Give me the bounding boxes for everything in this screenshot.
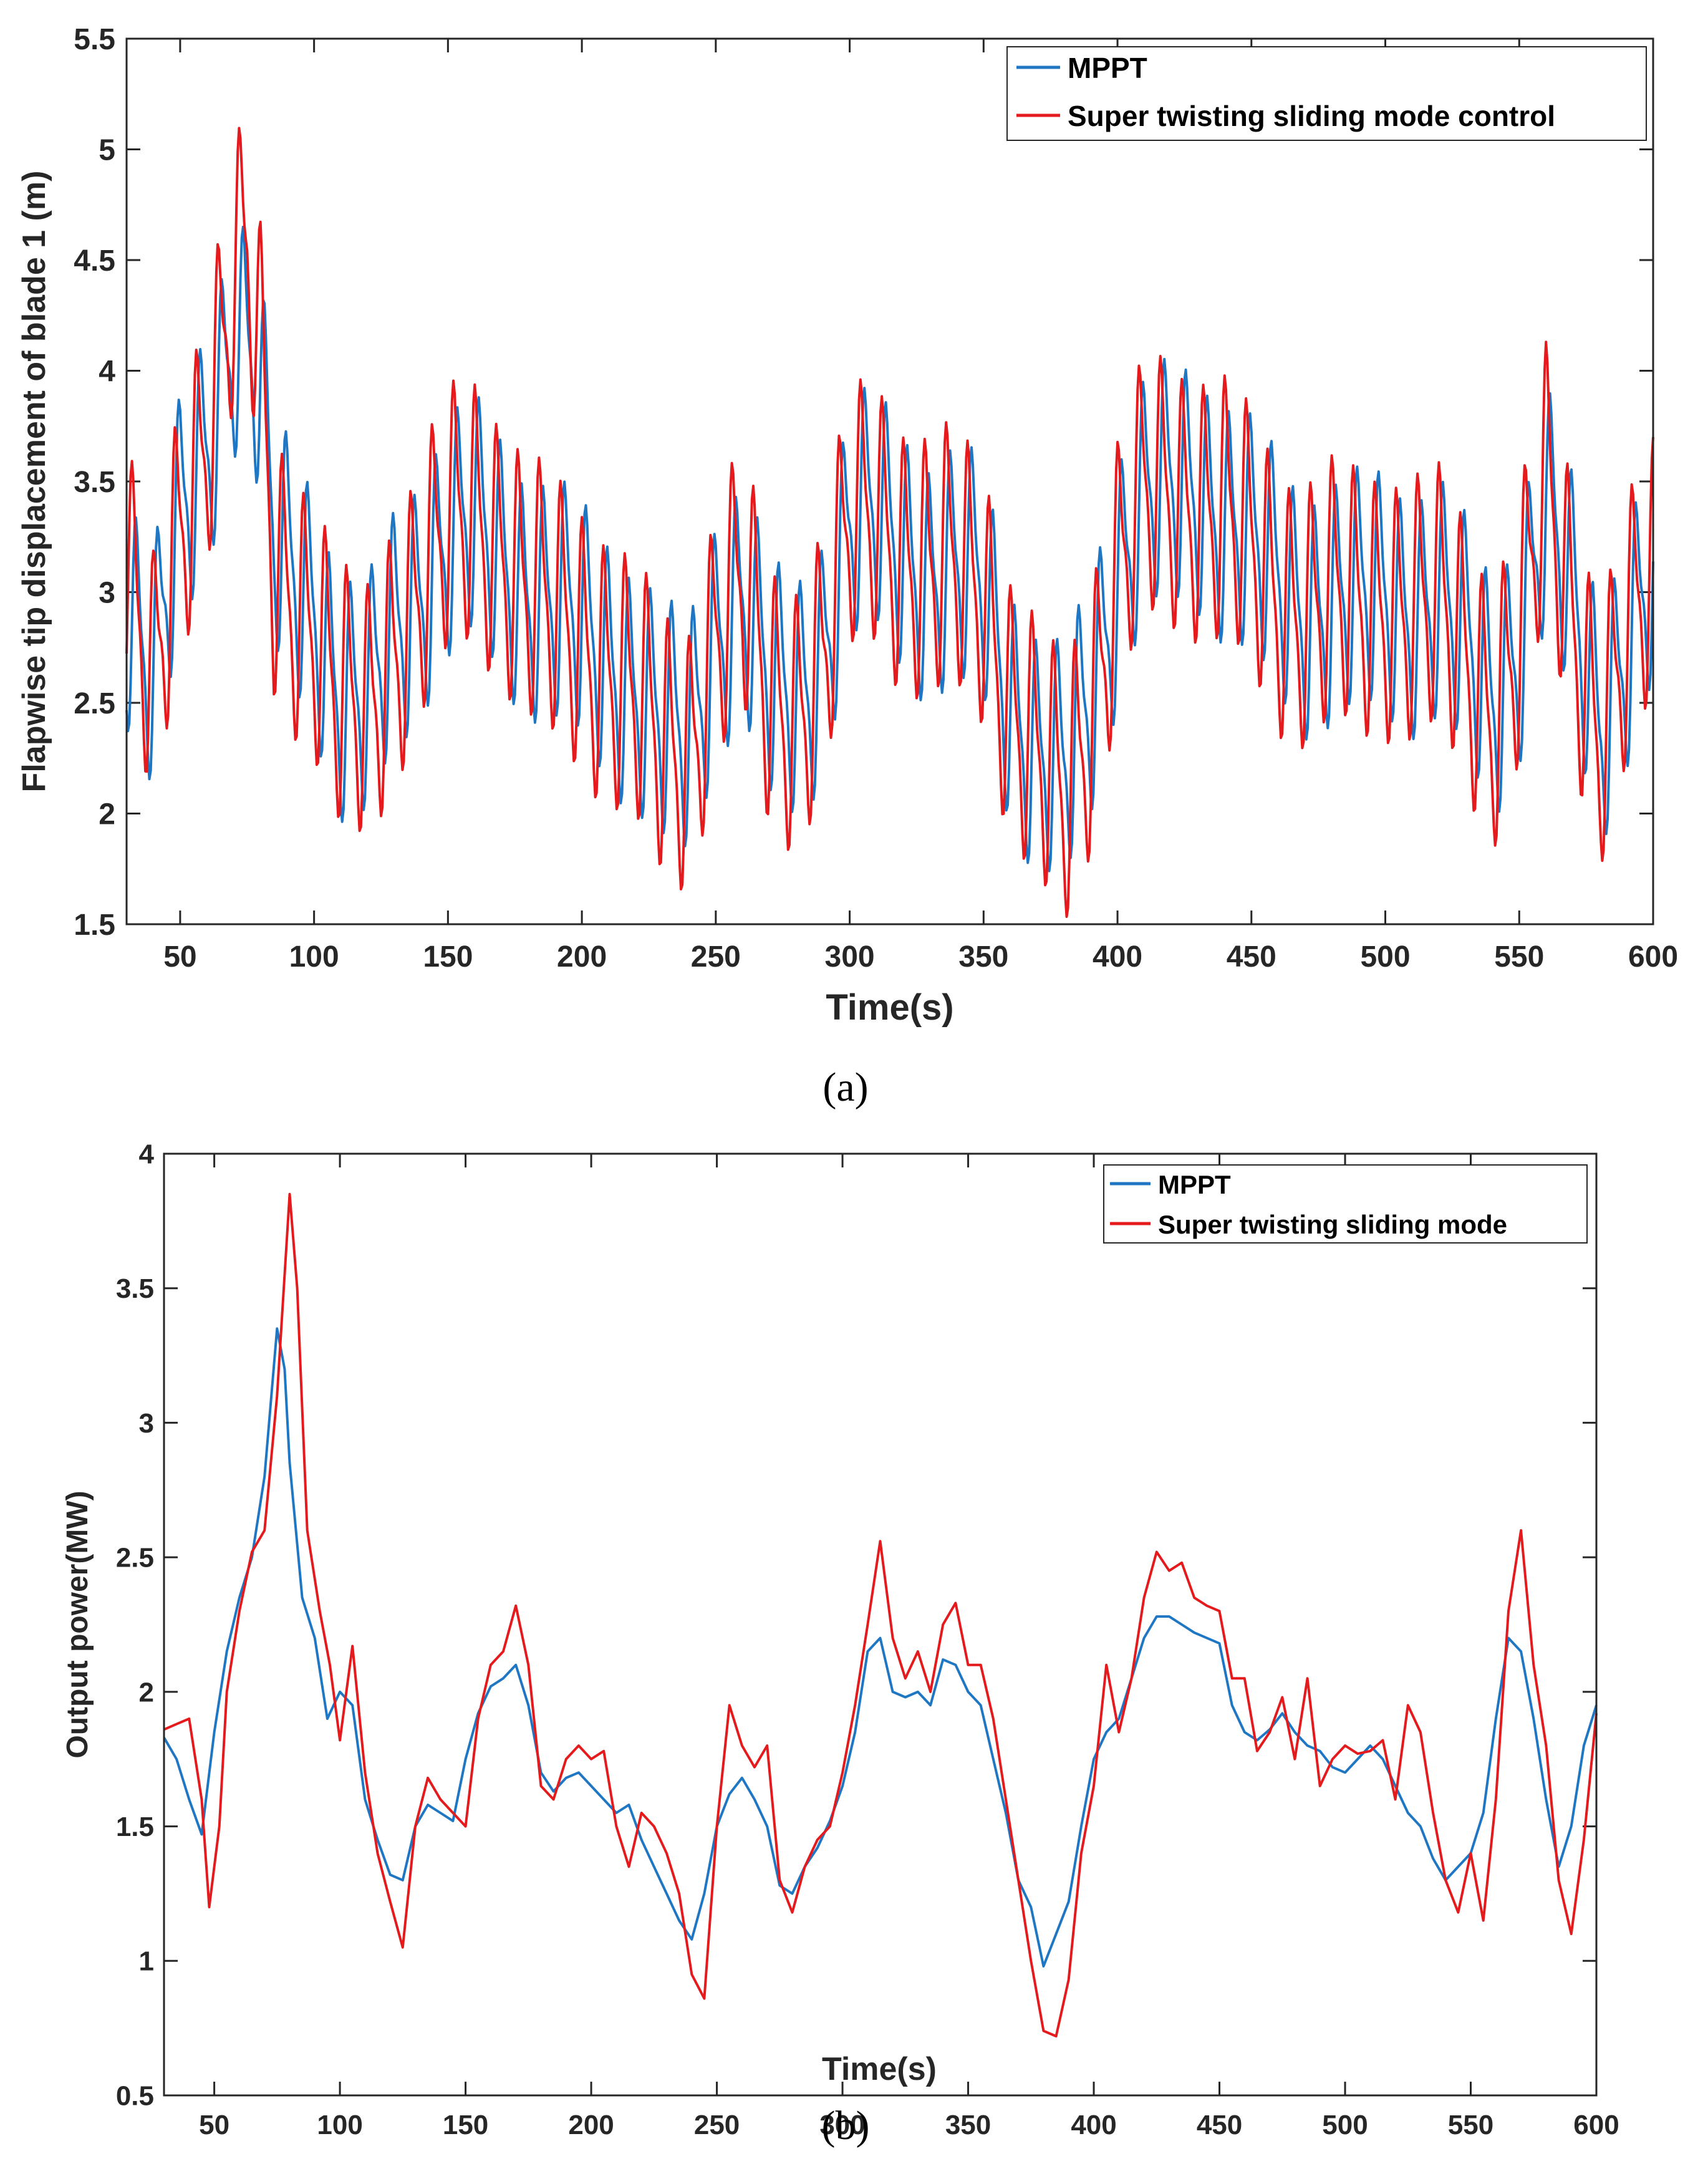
chart-a-x-tick-label: 250 <box>691 940 741 973</box>
chart-a-x-tick-label: 150 <box>423 940 473 973</box>
chart-a-x-tick-label: 600 <box>1628 940 1678 973</box>
chart-b-x-tick-label: 100 <box>317 2110 362 2140</box>
chart-a-flapwise-displacement: 50 100 150 200 250 300 350 400 450 500 550 600 1.5 2 2… <box>16 23 1678 1110</box>
chart-b-legend-label-mppt: MPPT <box>1158 1170 1231 1199</box>
chart-b-y-tick-label: 1.5 <box>116 1812 154 1842</box>
chart-b-x-tick-label: 600 <box>1573 2110 1619 2140</box>
chart-b-legend-label-stsmc: Super twisting sliding mode <box>1158 1210 1507 1239</box>
chart-a-legend: MPPT Super twisting sliding mode control <box>1006 46 1647 141</box>
chart-b-y-tick-label: 3.5 <box>116 1273 154 1304</box>
chart-a-legend-label-mppt: MPPT <box>1068 52 1147 84</box>
chart-a-y-tick-label: 3.5 <box>74 466 115 499</box>
chart-b-x-tick-label: 50 <box>199 2110 229 2140</box>
chart-a-y-tick-label: 4 <box>99 355 115 388</box>
chart-b-x-tick-label: 350 <box>945 2110 991 2140</box>
chart-b-plot-frame <box>163 1152 1598 2097</box>
chart-b-x-tick-label: 150 <box>443 2110 488 2140</box>
chart-b-x-tick-label: 200 <box>568 2110 614 2140</box>
chart-a-series-stsmc-line <box>125 127 1654 918</box>
chart-a-legend-box <box>1006 46 1647 141</box>
chart-b-x-tick-label: 450 <box>1197 2110 1242 2140</box>
chart-a-y-tick-label: 2.5 <box>74 687 115 720</box>
chart-a-y-axis-label: Flapwise tip displacement of blade 1 (m) <box>16 171 52 793</box>
chart-a-x-tick-label: 350 <box>958 940 1008 973</box>
chart-a-tick-labels: 50 100 150 200 250 300 350 400 450 500 550 600 1.5 2 2… <box>74 23 1678 973</box>
chart-a-x-tick-label: 500 <box>1360 940 1410 973</box>
chart-a-x-tick-label: 450 <box>1227 940 1276 973</box>
chart-a-x-tick-label: 300 <box>825 940 875 973</box>
chart-a-y-tick-label: 1.5 <box>74 909 115 942</box>
chart-b-y-tick-label: 4 <box>139 1139 155 1169</box>
chart-a-y-tick-label: 2 <box>99 798 115 831</box>
chart-b-x-tick-label: 300 <box>819 2110 865 2140</box>
chart-a-x-tick-label: 400 <box>1093 940 1142 973</box>
chart-b-tick-labels: 50 100 150 200 250 300 350 400 450 500 550 600 0.5 1 1… <box>116 1139 1619 2140</box>
chart-a-x-tick-label: 550 <box>1494 940 1544 973</box>
chart-b-legend: MPPT Super twisting sliding mode <box>1103 1164 1588 1244</box>
chart-a-x-tick-label: 200 <box>557 940 607 973</box>
chart-b-y-axis-label: Output power(MW) <box>61 1490 94 1758</box>
chart-b-y-tick-label: 2.5 <box>116 1543 154 1573</box>
chart-a-legend-label-stsmc: Super twisting sliding mode control <box>1068 100 1555 132</box>
chart-b-y-tick-label: 0.5 <box>116 2080 154 2111</box>
chart-a-series <box>125 127 1654 918</box>
chart-b-series-mppt-line <box>163 1327 1598 1968</box>
chart-a-x-tick-label: 100 <box>289 940 339 973</box>
chart-b-x-tick-label: 250 <box>694 2110 740 2140</box>
chart-b-x-tick-label: 400 <box>1071 2110 1116 2140</box>
chart-b-caption: (b) <box>822 2103 870 2148</box>
chart-b-series-stsmc-line <box>163 1192 1598 2038</box>
chart-a-y-tick-label: 3 <box>99 576 115 609</box>
chart-b-legend-box <box>1103 1164 1588 1244</box>
chart-a-x-tick-label: 50 <box>163 940 196 973</box>
chart-b-output-power: 50 100 150 200 250 300 350 400 450 500 550 600 0.5 1 1… <box>61 1139 1619 2148</box>
chart-a-caption: (a) <box>823 1065 868 1110</box>
chart-a-y-tick-label: 4.5 <box>74 244 115 278</box>
chart-a-y-tick-label: 5.5 <box>74 23 115 56</box>
chart-a-plot-frame <box>125 37 1654 925</box>
chart-a-y-tick-label: 5 <box>99 133 115 167</box>
chart-b-x-tick-label: 550 <box>1448 2110 1493 2140</box>
chart-b-x-tick-label: 500 <box>1322 2110 1368 2140</box>
chart-a-x-axis-label: Time(s) <box>826 987 953 1028</box>
chart-b-y-tick-label: 1 <box>139 1946 154 1977</box>
chart-b-series <box>163 1192 1598 2038</box>
chart-b-y-tick-label: 2 <box>139 1677 154 1708</box>
chart-b-x-axis-label: Time(s) <box>822 2051 937 2087</box>
chart-b-y-tick-label: 3 <box>139 1408 154 1439</box>
